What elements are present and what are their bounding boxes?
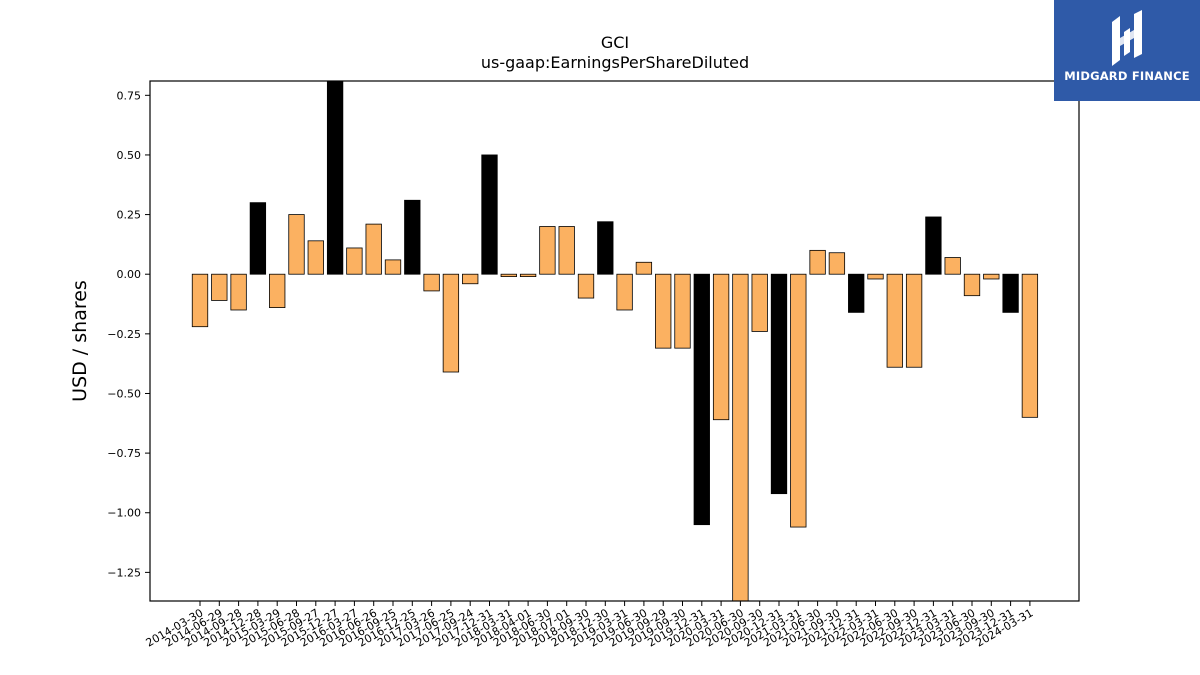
bar-2015-09-27: [307, 240, 324, 275]
bar-2014-09-28: [230, 273, 247, 311]
bar-2015-03-29: [269, 273, 286, 308]
bar-2020-03-31: [712, 273, 730, 421]
bar-2021-12-31: [848, 273, 865, 313]
bar-2018-07-01: [558, 226, 575, 275]
chart-title: GCI: [601, 33, 629, 52]
bar-2024-03-31: [1021, 273, 1039, 418]
bar-2023-12-31: [1002, 273, 1019, 313]
bar-2017-09-24: [462, 273, 479, 285]
y-tick-label: −1.25: [107, 566, 141, 579]
bar-2018-09-30: [577, 273, 595, 299]
bar-2020-12-31: [770, 273, 788, 495]
bar-2018-04-01: [519, 273, 537, 277]
bar-2014-06-29: [211, 273, 228, 301]
y-tick-label: −0.50: [107, 387, 141, 400]
y-tick-label: 0.25: [117, 209, 142, 222]
bar-2022-03-31: [867, 273, 884, 280]
bar-2020-09-30: [751, 273, 768, 332]
bar-2019-09-30: [674, 273, 691, 349]
midgard-logo-icon: [1112, 10, 1142, 66]
bar-2019-03-31: [616, 273, 633, 311]
y-axis: 0.75 0.50 0.25 0.00 −0.25 −0.50 −0.75 −1.00 −1.2…: [107, 89, 150, 579]
bar-2016-03-27: [346, 247, 363, 275]
brand-name: MIDGARD FINANCE: [1064, 69, 1190, 83]
y-tick-label: 0.50: [117, 149, 142, 162]
bar-2014-12-28: [249, 202, 267, 275]
plot-frame: [149, 80, 1080, 602]
bar-2023-06-30: [963, 273, 981, 297]
bar-2019-06-30: [635, 261, 653, 275]
bar-2016-09-25: [384, 259, 402, 275]
bar-2018-03-31: [500, 273, 517, 277]
y-tick-label: −0.25: [107, 328, 141, 341]
bar-2022-06-30: [886, 273, 903, 368]
bar-2016-06-26: [365, 223, 382, 275]
y-tick-label: 0.75: [117, 89, 142, 102]
y-tick-label: 0.00: [117, 268, 142, 281]
bar-2023-09-30: [983, 273, 1000, 280]
bar-2022-12-31: [925, 216, 942, 275]
bar-2014-03-30: [191, 273, 209, 328]
bar-2017-03-26: [423, 273, 440, 292]
bar-2018-12-30: [597, 221, 614, 275]
y-tick-label: −1.00: [107, 507, 141, 520]
bar-2015-12-27: [326, 80, 344, 275]
bar-2021-03-31: [790, 273, 807, 528]
x-axis: 2014-03-302014-06-292014-09-282014-12-28…: [144, 601, 1035, 650]
bar-2018-06-30: [539, 226, 556, 275]
y-axis-label: USD / shares: [69, 280, 91, 402]
bar-2015-06-28: [288, 214, 305, 275]
y-tick-label: −0.75: [107, 447, 141, 460]
bar-2019-12-31: [693, 273, 710, 526]
bar-2021-06-30: [809, 249, 826, 275]
bar-2021-09-30: [828, 252, 846, 275]
bar-2020-06-30: [732, 273, 749, 602]
brand-logo: MIDGARD FINANCE: [1054, 0, 1200, 101]
bar-2017-06-25: [442, 273, 460, 373]
bar-2017-12-31: [481, 154, 498, 275]
bar-2022-09-30: [905, 273, 923, 368]
bar-2019-09-29: [655, 273, 672, 349]
bars-group: [191, 80, 1039, 602]
chart-subtitle: us-gaap:EarningsPerShareDiluted: [481, 53, 749, 72]
bar-2023-03-31: [944, 257, 961, 275]
bar-2016-12-25: [404, 199, 421, 275]
